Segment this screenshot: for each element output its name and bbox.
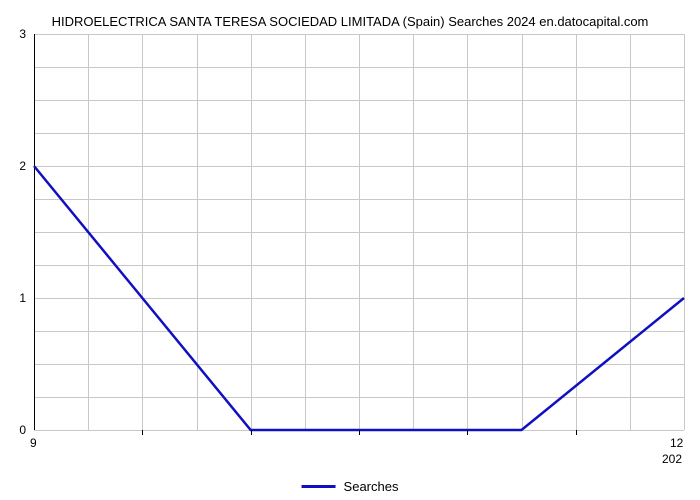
series-layer	[34, 34, 684, 430]
y-tick-label: 0	[19, 423, 26, 437]
legend: Searches	[302, 479, 399, 494]
x-minor-tick	[251, 430, 252, 435]
x-tick-label: 12	[670, 436, 683, 450]
x-minor-tick	[467, 430, 468, 435]
legend-swatch	[302, 485, 336, 488]
y-tick-label: 3	[19, 27, 26, 41]
x-tick-label: 9	[30, 436, 37, 450]
chart-container: HIDROELECTRICA SANTA TERESA SOCIEDAD LIM…	[0, 0, 700, 500]
y-tick-label: 2	[19, 159, 26, 173]
plot-area	[34, 34, 684, 430]
series-line	[34, 166, 684, 430]
y-tick-label: 1	[19, 291, 26, 305]
x-minor-tick	[359, 430, 360, 435]
x-minor-tick	[576, 430, 577, 435]
chart-title: HIDROELECTRICA SANTA TERESA SOCIEDAD LIM…	[0, 14, 700, 29]
legend-label: Searches	[344, 479, 399, 494]
grid-vline	[684, 34, 685, 430]
x-minor-tick	[142, 430, 143, 435]
x-secondary-label: 202	[662, 452, 682, 466]
